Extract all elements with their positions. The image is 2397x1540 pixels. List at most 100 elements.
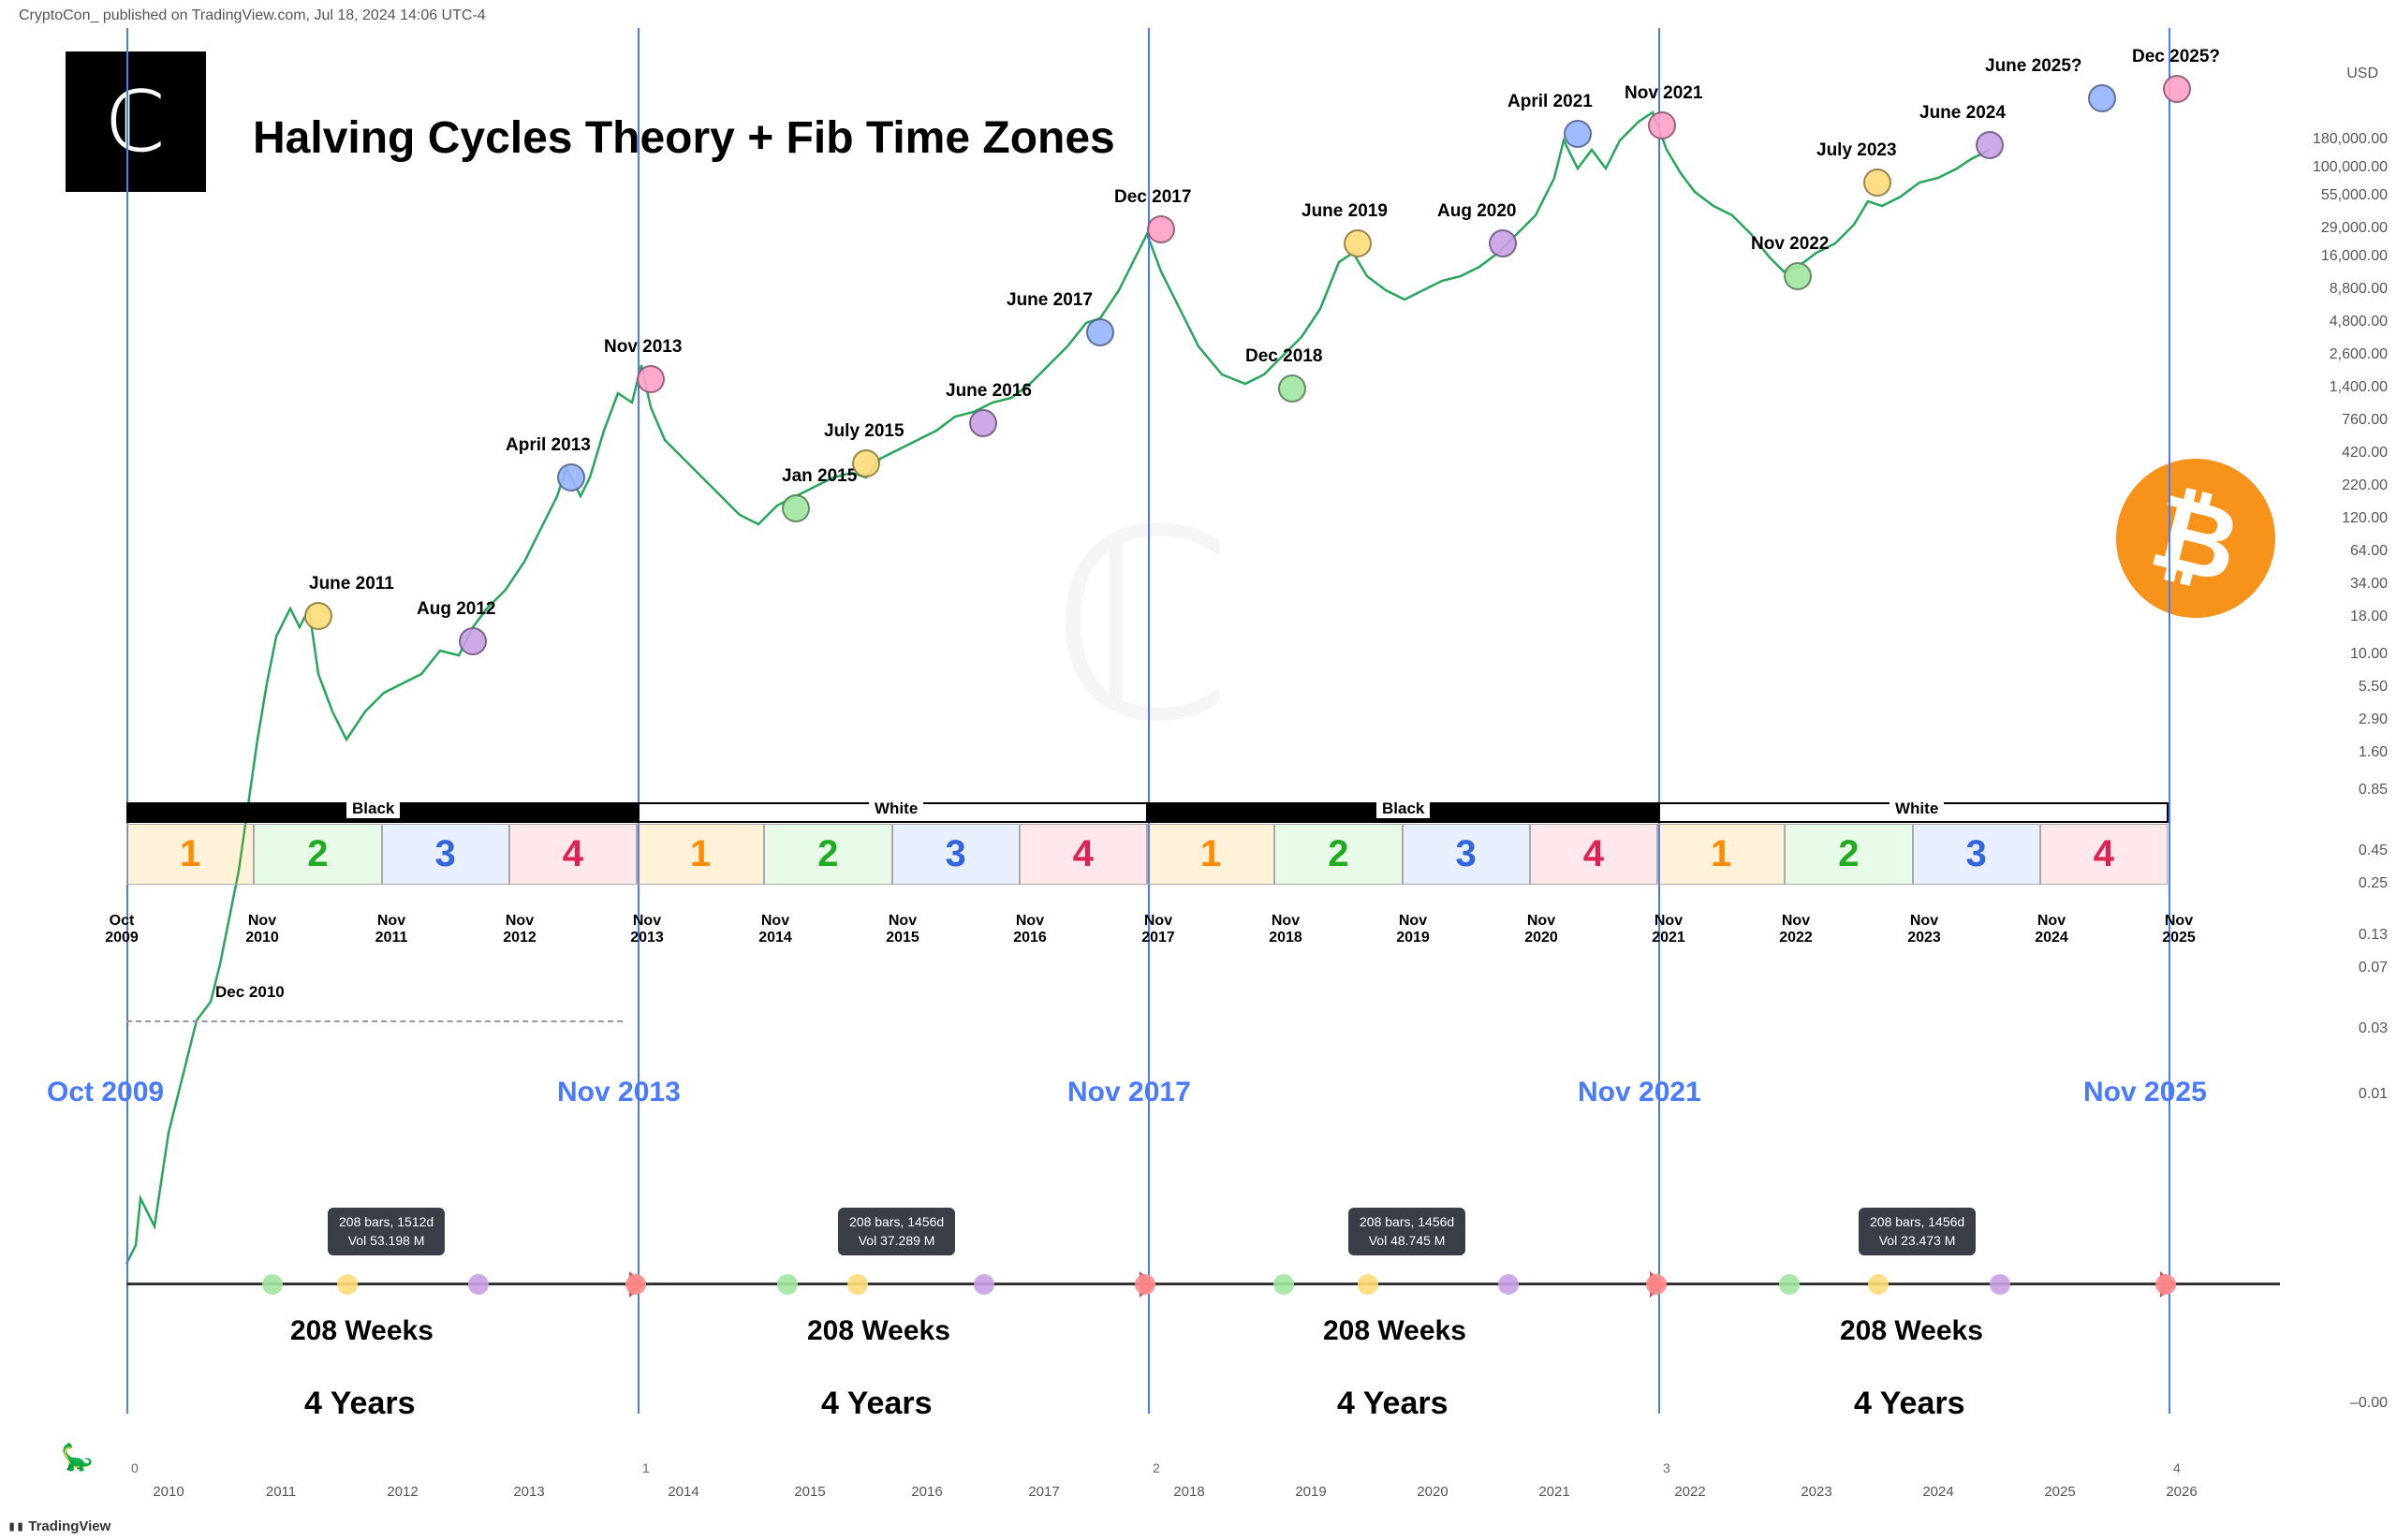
bottom-tick: 2014 bbox=[655, 1484, 712, 1500]
timeline-marker bbox=[1990, 1274, 2010, 1295]
timeline-marker bbox=[468, 1274, 489, 1295]
tradingview-brand: ▮▮ TradingView bbox=[7, 1518, 110, 1534]
bottom-tick: 2016 bbox=[899, 1484, 955, 1500]
x-tick: Nov2021 bbox=[1640, 913, 1697, 946]
x-tick: Nov2012 bbox=[492, 913, 548, 946]
event-marker bbox=[2163, 75, 2191, 103]
x-tick: Nov2016 bbox=[1002, 913, 1058, 946]
x-tick: Nov2010 bbox=[234, 913, 290, 946]
event-label: June 2019 bbox=[1301, 201, 1388, 222]
y-tick: 5.50 bbox=[2359, 679, 2388, 696]
event-label: Nov 2013 bbox=[604, 337, 682, 358]
timeline-marker bbox=[1498, 1274, 1519, 1295]
timeline-marker bbox=[974, 1274, 994, 1295]
event-marker bbox=[1344, 229, 1372, 257]
x-tick: Nov2023 bbox=[1896, 913, 1952, 946]
timeline-marker bbox=[1868, 1274, 1889, 1295]
timeline-tooltip: 208 bars, 1456dVol 37.289 M bbox=[838, 1208, 955, 1255]
cycle-bar-label: Black bbox=[346, 799, 400, 818]
y-tick: 2.90 bbox=[2359, 711, 2388, 728]
x-tick: Nov2019 bbox=[1385, 913, 1441, 946]
timeline-marker bbox=[337, 1274, 358, 1295]
event-label: Aug 2012 bbox=[417, 599, 495, 620]
event-label: Nov 2021 bbox=[1625, 83, 1702, 104]
timeline-marker bbox=[777, 1274, 798, 1295]
y-tick: 0.07 bbox=[2359, 960, 2388, 976]
y-zero: –0.00 bbox=[2350, 1395, 2388, 1412]
year-cells-row: 1234123412341234 bbox=[126, 824, 2168, 885]
bottom-tick: 2018 bbox=[1161, 1484, 1217, 1500]
event-marker bbox=[637, 365, 665, 393]
y-tick: 1,400.00 bbox=[2330, 379, 2388, 396]
bottom-tick: 2021 bbox=[1526, 1484, 1582, 1500]
fib-label: Oct 2009 bbox=[47, 1077, 164, 1108]
y-tick: 0.03 bbox=[2359, 1020, 2388, 1037]
x-tick: Nov2025 bbox=[2151, 913, 2207, 946]
year-cell: 2 bbox=[1785, 824, 1912, 885]
year-cell: 1 bbox=[1147, 824, 1274, 885]
fib-line bbox=[1658, 28, 1660, 1414]
fib-line bbox=[638, 28, 640, 1414]
year-cell: 3 bbox=[1403, 824, 1530, 885]
year-cell: 3 bbox=[1913, 824, 2040, 885]
fib-line bbox=[2169, 28, 2170, 1414]
y-tick: 0.85 bbox=[2359, 782, 2388, 799]
bottom-tick: 2020 bbox=[1404, 1484, 1461, 1500]
y-axis: USD 180,000.00100,000.0055,000.0029,000.… bbox=[2289, 28, 2397, 1498]
timeline-marker bbox=[2155, 1274, 2176, 1295]
dino-icon: 🦕 bbox=[61, 1442, 94, 1473]
x-tick: Nov2014 bbox=[747, 913, 803, 946]
event-marker bbox=[459, 627, 487, 655]
year-cell: 4 bbox=[1530, 824, 1657, 885]
bottom-tick: 2022 bbox=[1662, 1484, 1718, 1500]
fib-label: Nov 2013 bbox=[557, 1077, 681, 1108]
event-marker bbox=[1564, 120, 1592, 148]
cryptocon-logo: ℂ bbox=[66, 51, 206, 192]
event-marker bbox=[1976, 131, 2004, 159]
x-tick: Nov2015 bbox=[875, 913, 931, 946]
timeline-years: 4 Years bbox=[1337, 1386, 1448, 1422]
event-label: June 2025? bbox=[1985, 56, 2082, 77]
event-label: July 2023 bbox=[1816, 140, 1897, 161]
fib-num: 2 bbox=[1153, 1460, 1160, 1475]
timeline-tooltip: 208 bars, 1512dVol 53.198 M bbox=[328, 1208, 445, 1255]
y-tick: 760.00 bbox=[2342, 412, 2388, 429]
timeline-marker bbox=[625, 1274, 646, 1295]
timeline-weeks: 208 Weeks bbox=[290, 1315, 434, 1347]
event-marker bbox=[1278, 374, 1306, 403]
y-tick: 16,000.00 bbox=[2321, 248, 2388, 265]
timeline-marker bbox=[847, 1274, 868, 1295]
y-tick: 2,600.00 bbox=[2330, 346, 2388, 363]
event-label: April 2013 bbox=[506, 435, 591, 456]
y-tick: 1.60 bbox=[2359, 744, 2388, 761]
y-tick: 220.00 bbox=[2342, 477, 2388, 494]
timeline-weeks: 208 Weeks bbox=[1323, 1315, 1466, 1347]
bottom-tick: 2015 bbox=[782, 1484, 838, 1500]
event-label: June 2017 bbox=[1007, 290, 1093, 311]
event-marker bbox=[1648, 111, 1676, 139]
y-tick: 180,000.00 bbox=[2313, 131, 2388, 148]
year-cell: 1 bbox=[126, 824, 254, 885]
x-tick: Nov2018 bbox=[1257, 913, 1314, 946]
x-tick: Nov2013 bbox=[619, 913, 675, 946]
year-cell: 1 bbox=[1657, 824, 1785, 885]
event-label: June 2024 bbox=[1919, 103, 2006, 124]
year-cell: 4 bbox=[2040, 824, 2168, 885]
x-tick: Nov2011 bbox=[363, 913, 419, 946]
timeline-marker bbox=[1779, 1274, 1800, 1295]
timeline-weeks: 208 Weeks bbox=[1840, 1315, 1983, 1347]
event-label: Nov 2022 bbox=[1751, 234, 1829, 255]
event-marker bbox=[2088, 84, 2116, 112]
dec2010-label: Dec 2010 bbox=[215, 983, 285, 1002]
x-tick: Nov2017 bbox=[1130, 913, 1186, 946]
timeline-axis bbox=[126, 1283, 2280, 1285]
y-tick: 0.45 bbox=[2359, 843, 2388, 859]
logo-glyph: ℂ bbox=[107, 73, 166, 171]
timeline-tooltip: 208 bars, 1456dVol 23.473 M bbox=[1859, 1208, 1976, 1255]
timeline-years: 4 Years bbox=[1854, 1386, 1965, 1422]
x-tick: Nov2024 bbox=[2023, 913, 2080, 946]
event-label: July 2015 bbox=[824, 421, 904, 442]
bottom-tick: 2025 bbox=[2032, 1484, 2088, 1500]
timeline-weeks: 208 Weeks bbox=[807, 1315, 950, 1347]
bitcoin-logo: ₿ bbox=[2099, 442, 2292, 635]
